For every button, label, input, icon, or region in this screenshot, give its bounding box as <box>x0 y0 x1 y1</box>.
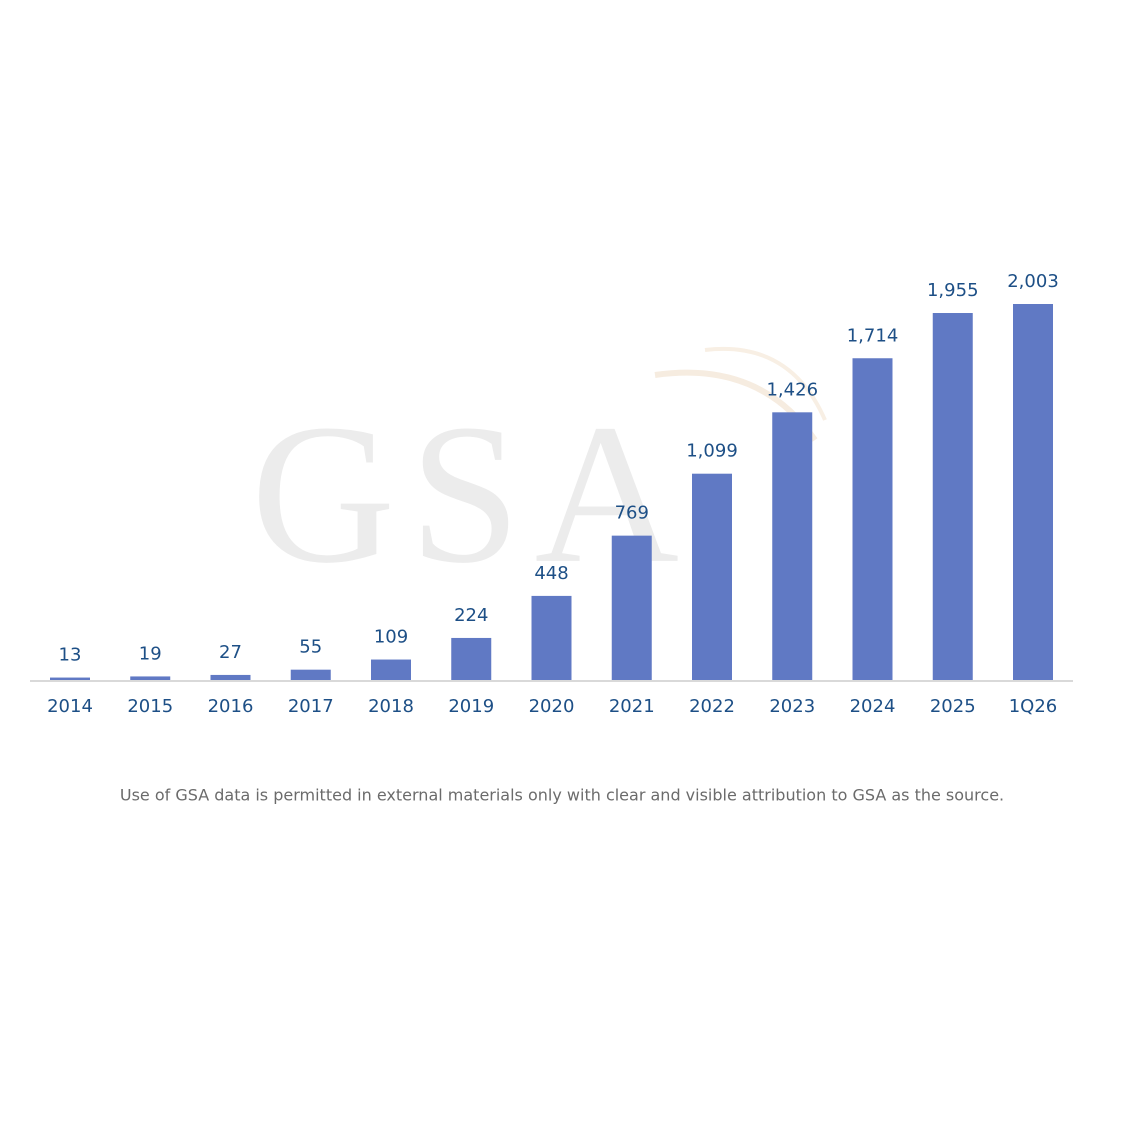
x-tick-label: 2022 <box>689 696 735 717</box>
value-label: 19 <box>139 643 162 664</box>
watermark: GSA <box>251 384 693 605</box>
x-tick-label: 2025 <box>930 696 976 717</box>
bar <box>932 313 973 680</box>
value-label: 448 <box>534 563 568 584</box>
value-label: 1,099 <box>686 441 738 462</box>
bar <box>692 473 732 680</box>
x-tick-label: 2018 <box>368 696 414 717</box>
bar <box>130 676 171 680</box>
x-tick-label: 1Q26 <box>1009 696 1058 717</box>
value-label: 27 <box>219 642 242 663</box>
bar <box>531 595 572 680</box>
bar <box>210 674 251 680</box>
x-tick-label: 2014 <box>47 696 93 717</box>
value-label: 224 <box>454 605 488 626</box>
bar <box>371 659 411 680</box>
x-tick-label: 2017 <box>288 696 334 717</box>
bar <box>50 677 90 680</box>
x-tick-label: 2016 <box>208 696 254 717</box>
bar <box>1013 304 1053 680</box>
value-label: 1,426 <box>766 379 818 400</box>
bar <box>611 535 652 680</box>
value-label: 55 <box>299 637 322 658</box>
bar <box>772 412 813 680</box>
value-label: 2,003 <box>1007 271 1059 292</box>
value-label: 109 <box>374 627 408 648</box>
footnote: Use of GSA data is permitted in external… <box>120 786 1004 805</box>
x-tick-label: 2019 <box>448 696 494 717</box>
value-label: 1,714 <box>847 325 899 346</box>
bar <box>852 358 893 680</box>
x-tick-label: 2024 <box>850 696 896 717</box>
x-tick-label: 2020 <box>529 696 575 717</box>
value-label: 13 <box>59 645 82 666</box>
x-tick-label: 2023 <box>769 696 815 717</box>
value-label: 1,955 <box>927 280 979 301</box>
bar <box>451 637 492 680</box>
x-tick-label: 2015 <box>127 696 173 717</box>
value-label: 769 <box>615 503 649 524</box>
bar <box>290 669 331 680</box>
x-tick-label: 2021 <box>609 696 655 717</box>
watermark-arc <box>704 346 827 421</box>
